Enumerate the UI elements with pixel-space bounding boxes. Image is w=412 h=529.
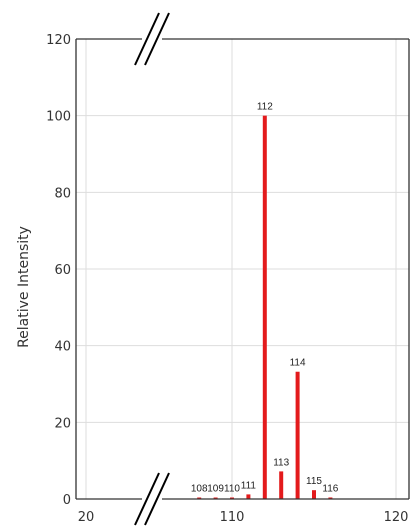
grid-lines [76,39,409,499]
peak-label: 108 [191,484,208,495]
bar [262,115,267,500]
axis-break-slash [134,12,160,66]
y-tick-label: 100 [46,110,71,125]
y-tick-labels: 0 20 40 60 80 100 120 [46,33,71,508]
axis-break-slash [144,12,170,66]
y-tick-label: 80 [54,186,71,201]
bar [197,497,202,499]
y-axis-label: Relative Intensity [16,226,32,348]
axis-break-gap-top [142,36,162,42]
bar [328,497,333,499]
y-tick-label: 120 [46,33,71,48]
y-tick-label: 60 [54,263,71,278]
bar [213,497,218,499]
bar [295,371,300,499]
peak-label: 115 [306,476,322,487]
y-tick-label: 40 [54,340,71,355]
y-tick-label: 0 [63,493,71,508]
bars [197,115,333,500]
bar [230,497,234,499]
bar [246,494,251,499]
peak-label: 116 [322,483,338,494]
x-tick-label: 110 [220,510,245,525]
peak-label: 111 [241,480,257,491]
x-tick-label: 120 [384,510,409,525]
y-tick-label: 20 [54,416,71,431]
bar [312,490,316,499]
peak-label: 114 [290,358,306,369]
peak-label: 110 [224,484,240,495]
axis-break-marks [134,12,170,526]
axis-break-slash [144,472,170,526]
peak-label: 113 [273,457,289,468]
x-tick-labels: 20 110 120 [78,510,409,525]
x-tick-label: 20 [78,510,95,525]
bar [279,471,284,499]
peak-label: 112 [257,102,273,113]
axes [75,38,410,500]
peak-label: 109 [207,484,224,495]
axis-break-slash [134,472,160,526]
axis-break-gap-bottom [142,496,162,502]
